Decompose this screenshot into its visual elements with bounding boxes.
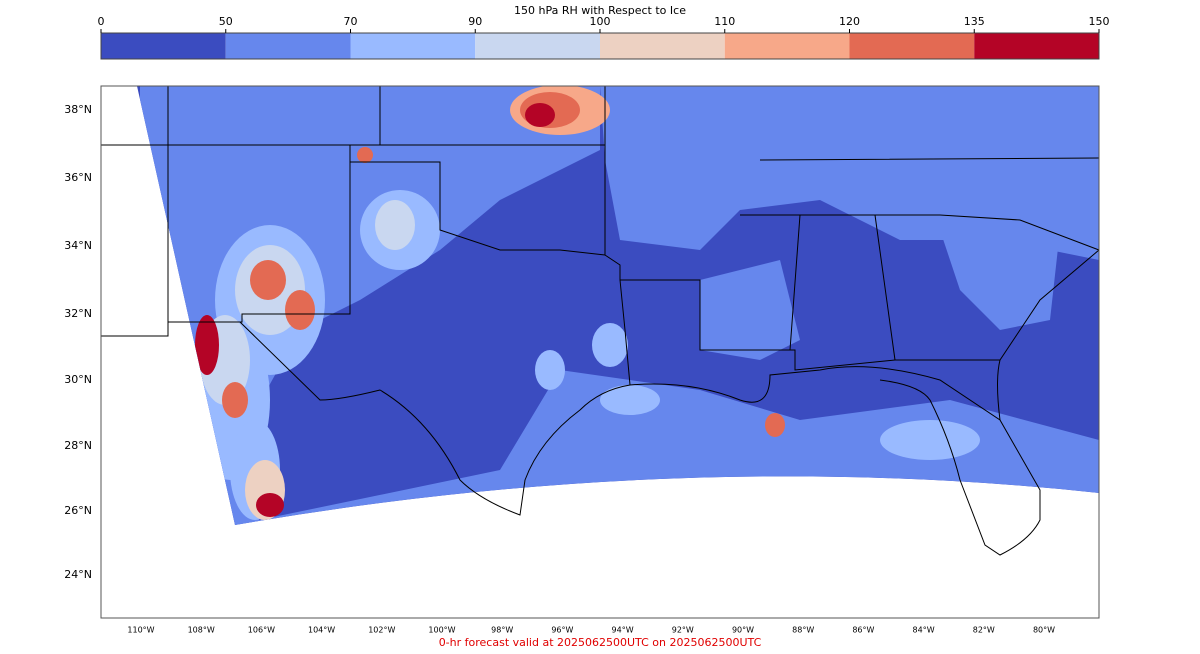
lon-label: 90°W [732,626,754,635]
lon-label: 88°W [792,626,814,635]
colorbar-tick-label: 110 [714,15,735,28]
lon-label: 92°W [672,626,694,635]
colorbar-segment [101,33,226,59]
lat-label: 24°N [64,568,92,581]
colorbar-segment [849,33,975,59]
lon-label: 106°W [248,626,275,635]
lon-label: 80°W [1033,626,1055,635]
colorbar-segment [475,33,600,59]
colorbar-title: 150 hPa RH with Respect to Ice [514,4,686,17]
lon-label: 100°W [428,626,455,635]
colorbar-segment [724,33,850,59]
footer: 0-hr forecast valid at 2025062500UTC on … [439,636,762,649]
lat-label: 28°N [64,439,92,452]
boundaries [101,86,1100,556]
colorbar-tick-label: 135 [964,15,985,28]
lon-label: 86°W [852,626,874,635]
colorbar-segment [350,33,476,59]
lon-label: 82°W [973,626,995,635]
lon-label: 110°W [127,626,154,635]
colorbar-segment [225,33,351,59]
rh-field [137,86,1099,525]
map-frame [100,85,1100,619]
lat-label: 34°N [64,239,92,252]
lat-label: 30°N [64,373,92,386]
lat-label: 32°N [64,307,92,320]
lon-labels: 110°W 108°W 106°W 104°W 102°W 100°W 98°W 96°W 94… [127,626,1055,635]
lon-label: 84°W [913,626,935,635]
lon-label: 98°W [491,626,513,635]
colorbar-tick-label: 120 [839,15,860,28]
colorbar-tick-label: 90 [468,15,482,28]
map: 38°N 36°N 34°N 32°N 30°N 28°N 26°N 24°N 110°W 10… [64,85,1100,635]
lat-label: 38°N [64,103,92,116]
lat-label: 36°N [64,171,92,184]
lat-label: 26°N [64,504,92,517]
lon-label: 94°W [612,626,634,635]
colorbar-segment [974,33,1099,59]
colorbar-segment [600,33,725,59]
colorbar-tick-label: 100 [590,15,611,28]
colorbar-tick-label: 50 [219,15,233,28]
colorbar-tick-label: 150 [1089,15,1110,28]
colorbar: 0 50 70 90 100 110 120 135 150 [98,15,1110,60]
lon-label: 102°W [368,626,395,635]
lon-label: 96°W [551,626,573,635]
lon-label: 108°W [188,626,215,635]
colorbar-tick-label: 0 [98,15,105,28]
colorbar-tick-label: 70 [344,15,358,28]
lon-label: 104°W [308,626,335,635]
lat-labels: 38°N 36°N 34°N 32°N 30°N 28°N 26°N 24°N [64,103,92,581]
